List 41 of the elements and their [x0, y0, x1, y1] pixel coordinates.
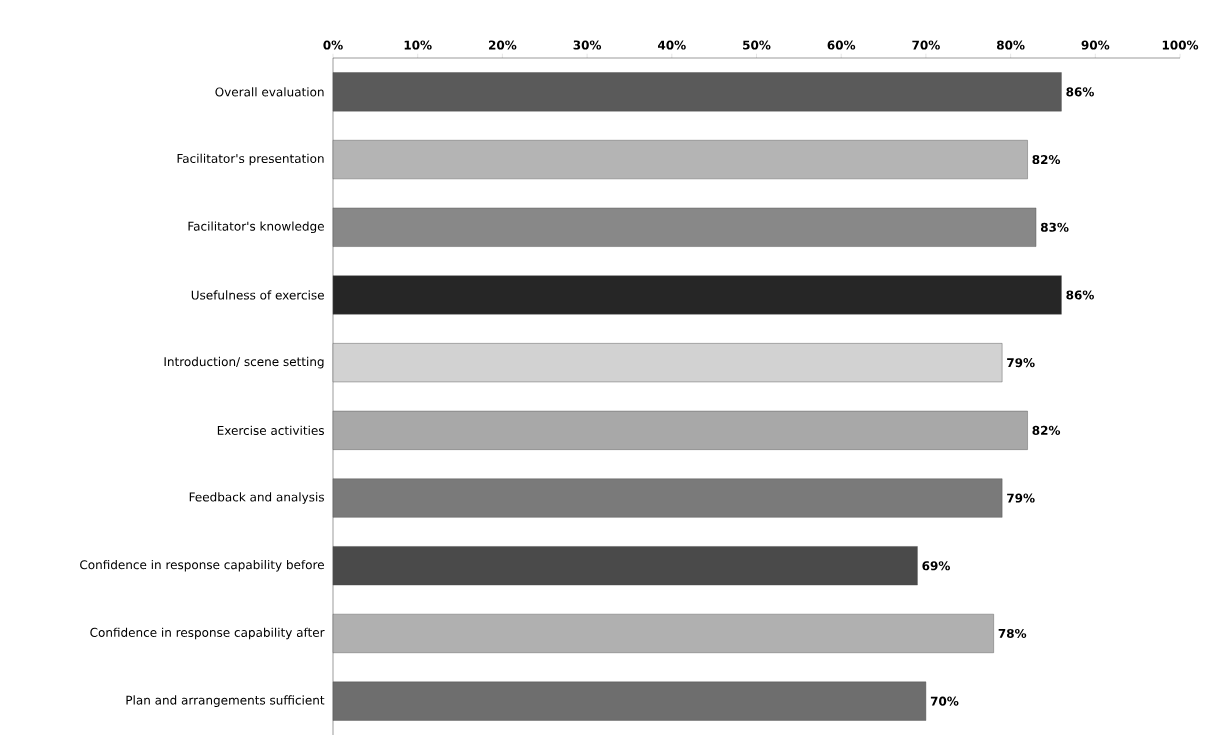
x-tick-label: 90% [1081, 40, 1110, 50]
x-tick-label: 100% [1162, 40, 1199, 50]
x-tick-label: 40% [657, 40, 686, 50]
y-tick-label: Facilitator's knowledge [188, 221, 324, 234]
y-tick-label: Feedback and analysis [189, 492, 324, 504]
x-tick-label: 30% [573, 40, 602, 50]
y-tick-label: Introduction/ scene setting [164, 356, 324, 369]
y-tick-label: Exercise activities [217, 425, 324, 435]
bar [332, 343, 1003, 383]
bar [332, 72, 1062, 112]
x-tick-label: 60% [827, 40, 856, 50]
data-label: 82% [1032, 425, 1061, 435]
x-tick-label: 10% [404, 40, 432, 50]
data-label: 82% [1032, 155, 1061, 165]
y-tick-label: Plan and arrangements sufficient [126, 695, 325, 707]
data-label: 83% [1040, 222, 1069, 232]
data-label: 86% [1066, 290, 1094, 300]
bar [332, 140, 1028, 180]
data-label: 79% [1007, 358, 1035, 368]
bar [332, 207, 1037, 247]
data-label: 86% [1066, 87, 1094, 97]
y-tick-label: Confidence in response capability before [80, 559, 324, 572]
bar [332, 681, 927, 721]
bar [332, 478, 1003, 518]
x-tick-label: 50% [743, 40, 771, 50]
y-tick-label: Facilitator's presentation [177, 153, 324, 166]
x-tick-label: 0% [323, 40, 343, 50]
x-tick-label: 70% [912, 40, 940, 50]
bar [332, 410, 1028, 450]
data-label: 79% [1007, 493, 1035, 503]
bar [332, 546, 918, 586]
data-label: 69% [922, 561, 950, 571]
data-label: 70% [930, 696, 959, 706]
data-label: 78% [998, 628, 1027, 638]
x-tick-label: 20% [489, 40, 517, 50]
y-tick-label: Overall evaluation [215, 87, 324, 97]
x-tick-label: 80% [996, 40, 1025, 50]
bar [332, 613, 994, 653]
y-tick-label: Usefulness of exercise [191, 290, 324, 300]
y-tick-label: Confidence in response capability after [90, 627, 325, 640]
bar [332, 275, 1062, 315]
